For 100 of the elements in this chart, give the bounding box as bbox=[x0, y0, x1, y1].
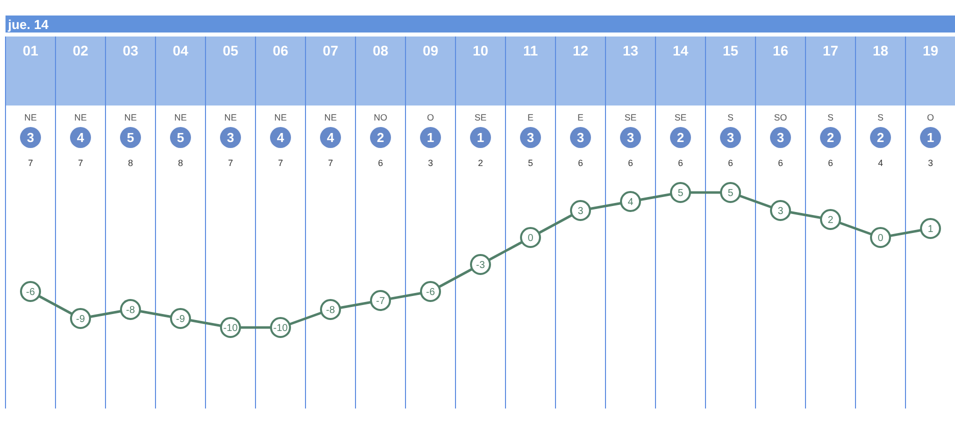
x-tick-label: 03 bbox=[122, 42, 138, 58]
point bbox=[770, 200, 791, 221]
point bbox=[520, 227, 541, 248]
text: 1 bbox=[926, 130, 934, 145]
data-label: 5 bbox=[678, 188, 684, 199]
text: 7 bbox=[278, 158, 284, 168]
x-tick-label: 11 bbox=[523, 42, 538, 58]
text: 1 bbox=[476, 130, 484, 145]
x-tick-label: 18 bbox=[872, 42, 888, 58]
text: 3 bbox=[928, 158, 934, 168]
text: 5 bbox=[126, 130, 134, 145]
text: 4 bbox=[76, 130, 85, 145]
text: 6 bbox=[828, 158, 834, 168]
point bbox=[670, 182, 691, 203]
x-tick-label: 04 bbox=[172, 42, 188, 58]
text: 7 bbox=[228, 158, 234, 168]
data-label: 2 bbox=[828, 215, 834, 226]
text: O bbox=[927, 112, 934, 122]
text: NO bbox=[374, 112, 388, 122]
data-label: -9 bbox=[176, 314, 186, 325]
text: 7 bbox=[328, 158, 334, 168]
text: 3 bbox=[776, 130, 784, 145]
text: 6 bbox=[378, 158, 384, 168]
point bbox=[920, 218, 941, 239]
text: SE bbox=[624, 112, 637, 122]
data-label: -7 bbox=[376, 296, 386, 307]
text: 4 bbox=[326, 130, 335, 145]
text: SO bbox=[774, 112, 788, 122]
text: S bbox=[828, 112, 834, 122]
chart-title: jue. 14 bbox=[7, 17, 50, 32]
text: 6 bbox=[778, 158, 784, 168]
x-tick-label: 15 bbox=[722, 42, 738, 58]
data-label: -6 bbox=[26, 287, 36, 298]
text: 2 bbox=[376, 130, 384, 145]
text: O bbox=[427, 112, 434, 122]
text: 8 bbox=[128, 158, 134, 168]
data-label: 3 bbox=[578, 206, 584, 217]
x-tick-label: 01 bbox=[22, 42, 38, 58]
text: SE bbox=[674, 112, 687, 122]
x-tick-label: 05 bbox=[222, 42, 238, 58]
data-label: 0 bbox=[528, 233, 534, 244]
data-label: 0 bbox=[878, 233, 884, 244]
x-tick-label: 10 bbox=[472, 42, 488, 58]
text: 2 bbox=[826, 130, 834, 145]
text: E bbox=[578, 112, 584, 122]
text: NE bbox=[124, 112, 137, 122]
point bbox=[870, 227, 891, 248]
text: 2 bbox=[876, 130, 884, 145]
text: 6 bbox=[578, 158, 584, 168]
text: NE bbox=[24, 112, 37, 122]
text: E bbox=[528, 112, 534, 122]
text: NE bbox=[174, 112, 187, 122]
text: 3 bbox=[226, 130, 234, 145]
x-tick-label: 14 bbox=[672, 42, 688, 58]
x-tick-label: 07 bbox=[322, 42, 338, 58]
text: 3 bbox=[26, 130, 34, 145]
x-tick-label: 02 bbox=[72, 42, 88, 58]
x-tick-label: 06 bbox=[272, 42, 288, 58]
text: 3 bbox=[726, 130, 734, 145]
point bbox=[570, 200, 591, 221]
data-label: -3 bbox=[476, 260, 486, 271]
x-tick-label: 13 bbox=[622, 42, 638, 58]
text: 8 bbox=[178, 158, 184, 168]
point bbox=[620, 191, 641, 212]
text: 4 bbox=[276, 130, 285, 145]
data-label: 3 bbox=[778, 206, 784, 217]
data-label: -8 bbox=[126, 305, 136, 316]
text: 4 bbox=[878, 158, 884, 168]
data-label: 4 bbox=[628, 197, 634, 208]
data-label: -10 bbox=[273, 323, 288, 334]
data-label: -6 bbox=[426, 287, 436, 298]
text: 2 bbox=[676, 130, 684, 145]
text: 5 bbox=[528, 158, 534, 168]
x-tick-label: 12 bbox=[572, 42, 588, 58]
text: NE bbox=[274, 112, 287, 122]
x-tick-label: 16 bbox=[772, 42, 788, 58]
text: 3 bbox=[576, 130, 584, 145]
x-tick-label: 09 bbox=[422, 42, 438, 58]
text: 3 bbox=[626, 130, 634, 145]
text: NE bbox=[324, 112, 337, 122]
text: S bbox=[728, 112, 734, 122]
x-tick-label: 08 bbox=[372, 42, 388, 58]
data-label: -8 bbox=[326, 305, 336, 316]
text: 2 bbox=[478, 158, 484, 168]
text: NE bbox=[74, 112, 87, 122]
data-label: 5 bbox=[728, 188, 734, 199]
text: 6 bbox=[628, 158, 634, 168]
text: 6 bbox=[728, 158, 734, 168]
text: 3 bbox=[428, 158, 434, 168]
data-label: -9 bbox=[76, 314, 86, 325]
text: 7 bbox=[28, 158, 34, 168]
data-label: -10 bbox=[223, 323, 238, 334]
x-tick-label: 17 bbox=[822, 42, 838, 58]
point bbox=[720, 182, 741, 203]
text: 6 bbox=[678, 158, 684, 168]
text: 3 bbox=[526, 130, 534, 145]
text: SE bbox=[474, 112, 487, 122]
text: NE bbox=[224, 112, 237, 122]
text: 1 bbox=[426, 130, 434, 145]
data-label: 1 bbox=[928, 224, 934, 235]
